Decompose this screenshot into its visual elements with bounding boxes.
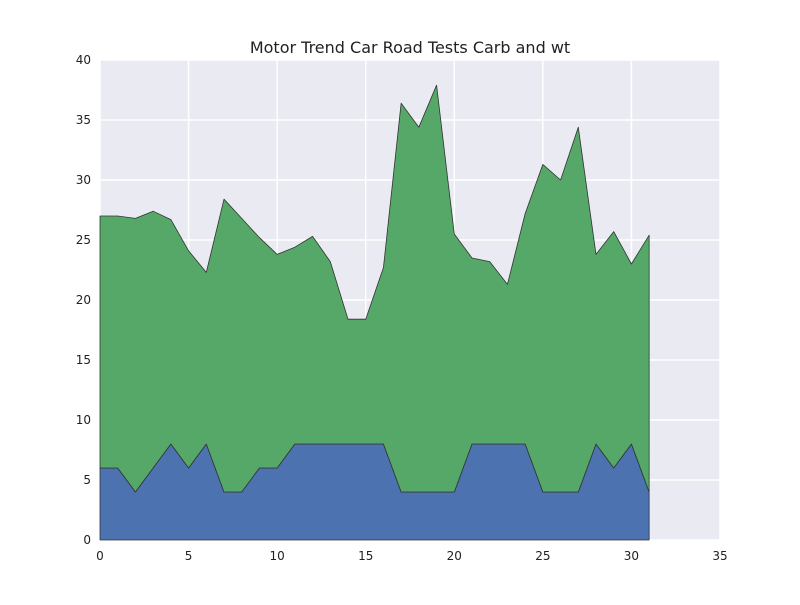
y-tick-label: 40 (76, 53, 91, 67)
x-tick-label: 15 (358, 549, 373, 563)
y-tick-label: 10 (76, 413, 91, 427)
y-tick-label: 35 (76, 113, 91, 127)
x-tick-label: 25 (535, 549, 550, 563)
x-tick-label: 30 (624, 549, 639, 563)
x-tick-label: 35 (712, 549, 727, 563)
area-series-2 (99, 84, 650, 493)
y-tick-label: 15 (76, 353, 91, 367)
y-tick-label: 25 (76, 233, 91, 247)
area-series (99, 84, 650, 541)
y-tick-label: 30 (76, 173, 91, 187)
x-tick-label: 10 (270, 549, 285, 563)
chart-title: Motor Trend Car Road Tests Carb and wt (250, 38, 570, 57)
x-tick-label: 0 (96, 549, 104, 563)
x-tick-label: 5 (185, 549, 193, 563)
tick-labels: 0 5 10 15 20 25 30 35 0 5 10 15 20 25 30 35 40 (76, 53, 728, 563)
y-tick-label: 5 (83, 473, 91, 487)
y-tick-label: 20 (76, 293, 91, 307)
x-tick-label: 20 (447, 549, 462, 563)
y-tick-label: 0 (83, 533, 91, 547)
